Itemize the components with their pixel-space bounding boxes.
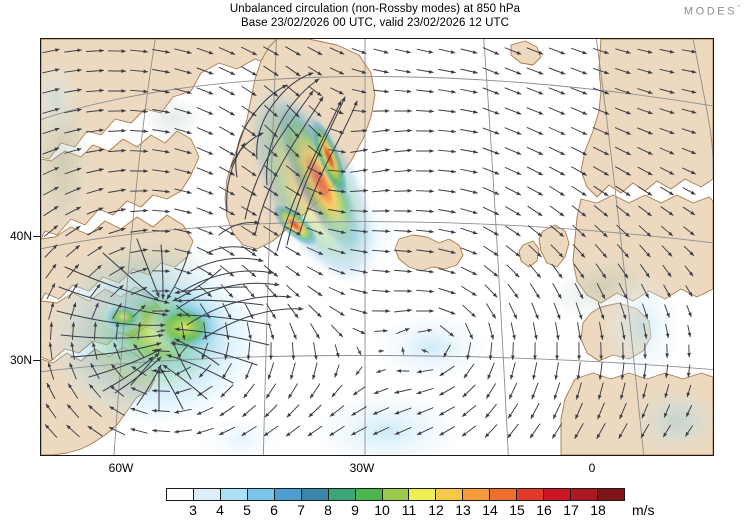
map-clip	[41, 39, 713, 455]
lat-tick-40n	[33, 236, 40, 237]
lat-tick-30n	[33, 360, 40, 361]
wind-arrow	[351, 211, 368, 212]
modes-logo: MODES°	[684, 5, 740, 18]
page-title: Unbalanced circulation (non-Rossby modes…	[0, 2, 750, 16]
colorbar-swatch-2	[221, 489, 248, 500]
map-canvas	[41, 39, 713, 455]
lon-label-30w: 30W	[337, 461, 387, 475]
map-plot-area[interactable]	[40, 38, 714, 456]
colorbar-swatch-6	[329, 489, 356, 500]
wind-arrow	[417, 191, 434, 192]
lat-label-30n: 30N	[0, 353, 32, 367]
colorbar-swatches[interactable]	[166, 488, 625, 501]
wind-arrow	[131, 151, 148, 152]
shade-iceland-lee	[315, 205, 403, 265]
colorbar-swatch-7	[356, 489, 383, 500]
brand-text: MODES	[684, 6, 737, 18]
colorbar-swatch-11	[463, 489, 490, 500]
wind-arrow	[513, 343, 514, 360]
colorbar-swatch-5	[302, 489, 329, 500]
colorbar-swatch-15	[571, 489, 598, 500]
colorbar-swatch-3	[248, 489, 275, 500]
chart-title-block: Unbalanced circulation (non-Rossby modes…	[0, 2, 750, 30]
colorbar-swatch-9	[409, 489, 436, 500]
brand-mark: °	[737, 5, 740, 12]
colorbar-swatch-1	[194, 489, 221, 500]
lon-label-0: 0	[567, 461, 617, 475]
lat-label-40n: 40N	[0, 229, 32, 243]
colorbar-swatch-0	[167, 489, 194, 500]
colorbar-swatch-8	[383, 489, 410, 500]
shade-hudson	[139, 93, 207, 145]
colorbar-swatch-10	[436, 489, 463, 500]
wind-arrow	[153, 251, 170, 252]
colorbar-swatch-14	[544, 489, 571, 500]
colorbar-swatch-16	[598, 489, 624, 500]
lon-label-60w: 60W	[96, 461, 146, 475]
chart-subtitle: Base 23/02/2026 00 UTC, valid 23/02/2026…	[0, 16, 750, 30]
colorbar-swatch-4	[275, 489, 302, 500]
colorbar-swatch-12	[490, 489, 517, 500]
colorbar-swatch-13	[517, 489, 544, 500]
